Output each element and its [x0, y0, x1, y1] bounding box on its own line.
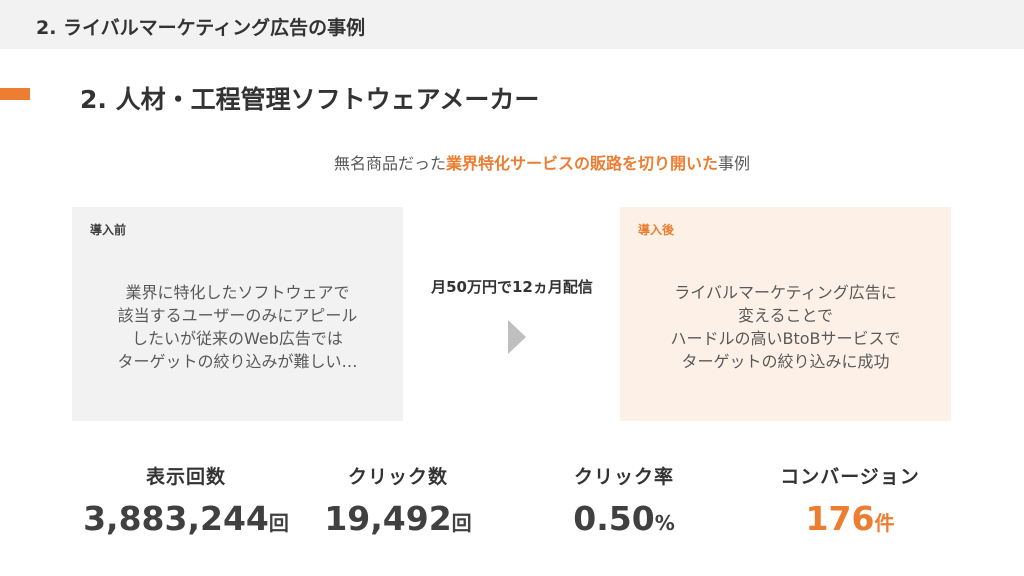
before-label: 導入前 [90, 223, 127, 237]
subtitle-highlight: 業界特化サービスの販路を切り開いた [445, 154, 718, 173]
text-line: したいが従来のWeb広告では [132, 329, 343, 348]
stat-conversions: コンバージョン 176件 [730, 462, 970, 538]
arrow-right-icon [508, 320, 526, 354]
header-title: 2. ライバルマーケティング広告の事例 [36, 17, 366, 39]
stat-number: 3,883,244 [83, 499, 269, 538]
stat-value: 3,883,244回 [66, 499, 306, 538]
subtitle-before: 無名商品だった [333, 154, 446, 173]
text-line: ターゲットの絞り込みが難しい… [117, 352, 358, 371]
text-line: ライバルマーケティング広告に [674, 283, 897, 302]
stat-unit: 回 [451, 511, 472, 535]
stat-impressions: 表示回数 3,883,244回 [66, 462, 306, 538]
stat-number: 19,492 [324, 499, 452, 538]
text-line: ハードルの高いBtoBサービスで [670, 329, 901, 348]
after-text: ライバルマーケティング広告に 変えることで ハードルの高いBtoBサービスで タ… [620, 281, 951, 373]
stat-value: 19,492回 [278, 499, 518, 538]
stat-unit: 件 [874, 511, 895, 535]
subtitle-after: 事例 [718, 154, 751, 173]
stat-ctr: クリック率 0.50% [504, 462, 744, 538]
middle-text: 月50万円で12ヵ月配信 [431, 278, 593, 296]
stat-title: コンバージョン [780, 466, 920, 488]
stat-clicks: クリック数 19,492回 [278, 462, 518, 538]
before-box: 導入前 業界に特化したソフトウェアで 該当するユーザーのみにアピール したいが従… [72, 207, 403, 421]
text-line: 変えることで [737, 306, 834, 325]
after-label: 導入後 [638, 223, 675, 237]
stat-title: 表示回数 [145, 466, 226, 488]
stat-title: クリック率 [573, 466, 674, 488]
subtitle: 無名商品だった業界特化サービスの販路を切り開いた事例 [0, 150, 1024, 174]
stat-title: クリック数 [347, 466, 448, 488]
before-text: 業界に特化したソフトウェアで 該当するユーザーのみにアピール したいが従来のWe… [72, 281, 403, 373]
after-box: 導入後 ライバルマーケティング広告に 変えることで ハードルの高いBtoBサービ… [620, 207, 951, 421]
stat-number: 176 [805, 499, 875, 538]
stat-unit: % [654, 511, 675, 535]
section-heading: 2. 人材・工程管理ソフトウェアメーカー [80, 85, 540, 114]
stat-number: 0.50 [573, 499, 655, 538]
text-line: 該当するユーザーのみにアピール [117, 306, 358, 325]
accent-bar [0, 88, 30, 100]
stat-value: 0.50% [504, 499, 744, 538]
header-bar: 2. ライバルマーケティング広告の事例 [0, 0, 1024, 49]
text-line: ターゲットの絞り込みに成功 [681, 352, 890, 371]
stat-unit: 回 [268, 511, 289, 535]
text-line: 業界に特化したソフトウェアで [125, 283, 350, 302]
stat-value: 176件 [730, 499, 970, 538]
